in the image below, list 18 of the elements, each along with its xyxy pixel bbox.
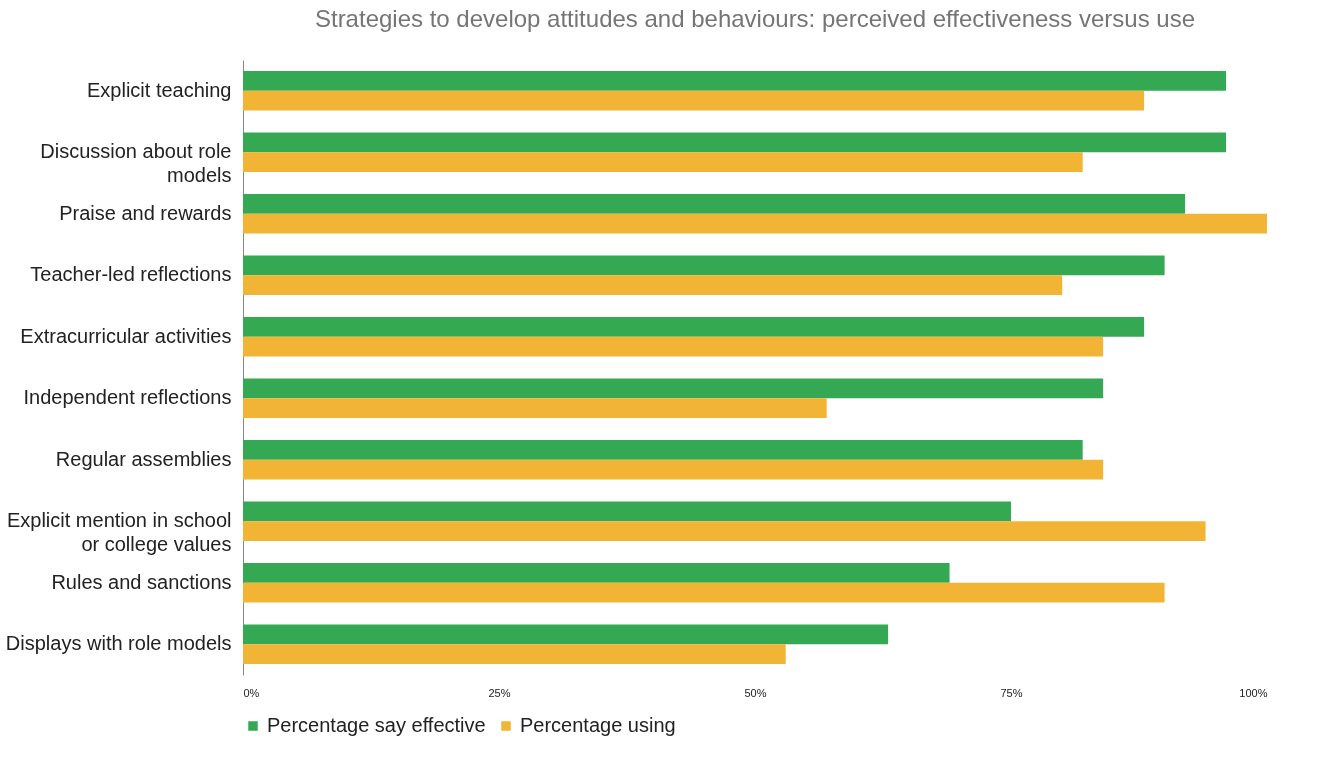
y-tick-label: Regular assemblies	[55, 447, 232, 470]
y-tick-label: Rules and sanctions	[51, 570, 232, 593]
chart-title: Strategies to develop attitudes and behaviours: perceived effectiveness versus use	[314, 5, 1196, 32]
x-tick-label: 100%	[1239, 686, 1268, 699]
y-tick-label: Displays with role models	[5, 632, 232, 655]
y-tick-label: Explicit mention in school or college values	[6, 509, 232, 556]
x-tick-label: 75%	[1000, 686, 1023, 699]
legend-label: Percentage using	[520, 714, 676, 736]
y-tick-label: Teacher-led reflections	[30, 263, 232, 286]
legend-label: Percentage say effective	[267, 714, 486, 736]
x-tick-label: 0%	[243, 686, 260, 699]
x-tick-label: 50%	[744, 686, 767, 699]
y-tick-label: Praise and rewards	[59, 201, 232, 224]
x-tick-label: 25%	[488, 686, 511, 699]
y-tick-label: Explicit teaching	[86, 78, 232, 101]
y-tick-label: Discussion about role models	[40, 140, 232, 187]
y-tick-label: Extracurricular activities	[20, 324, 232, 347]
y-tick-label: Independent reflections	[23, 386, 232, 409]
